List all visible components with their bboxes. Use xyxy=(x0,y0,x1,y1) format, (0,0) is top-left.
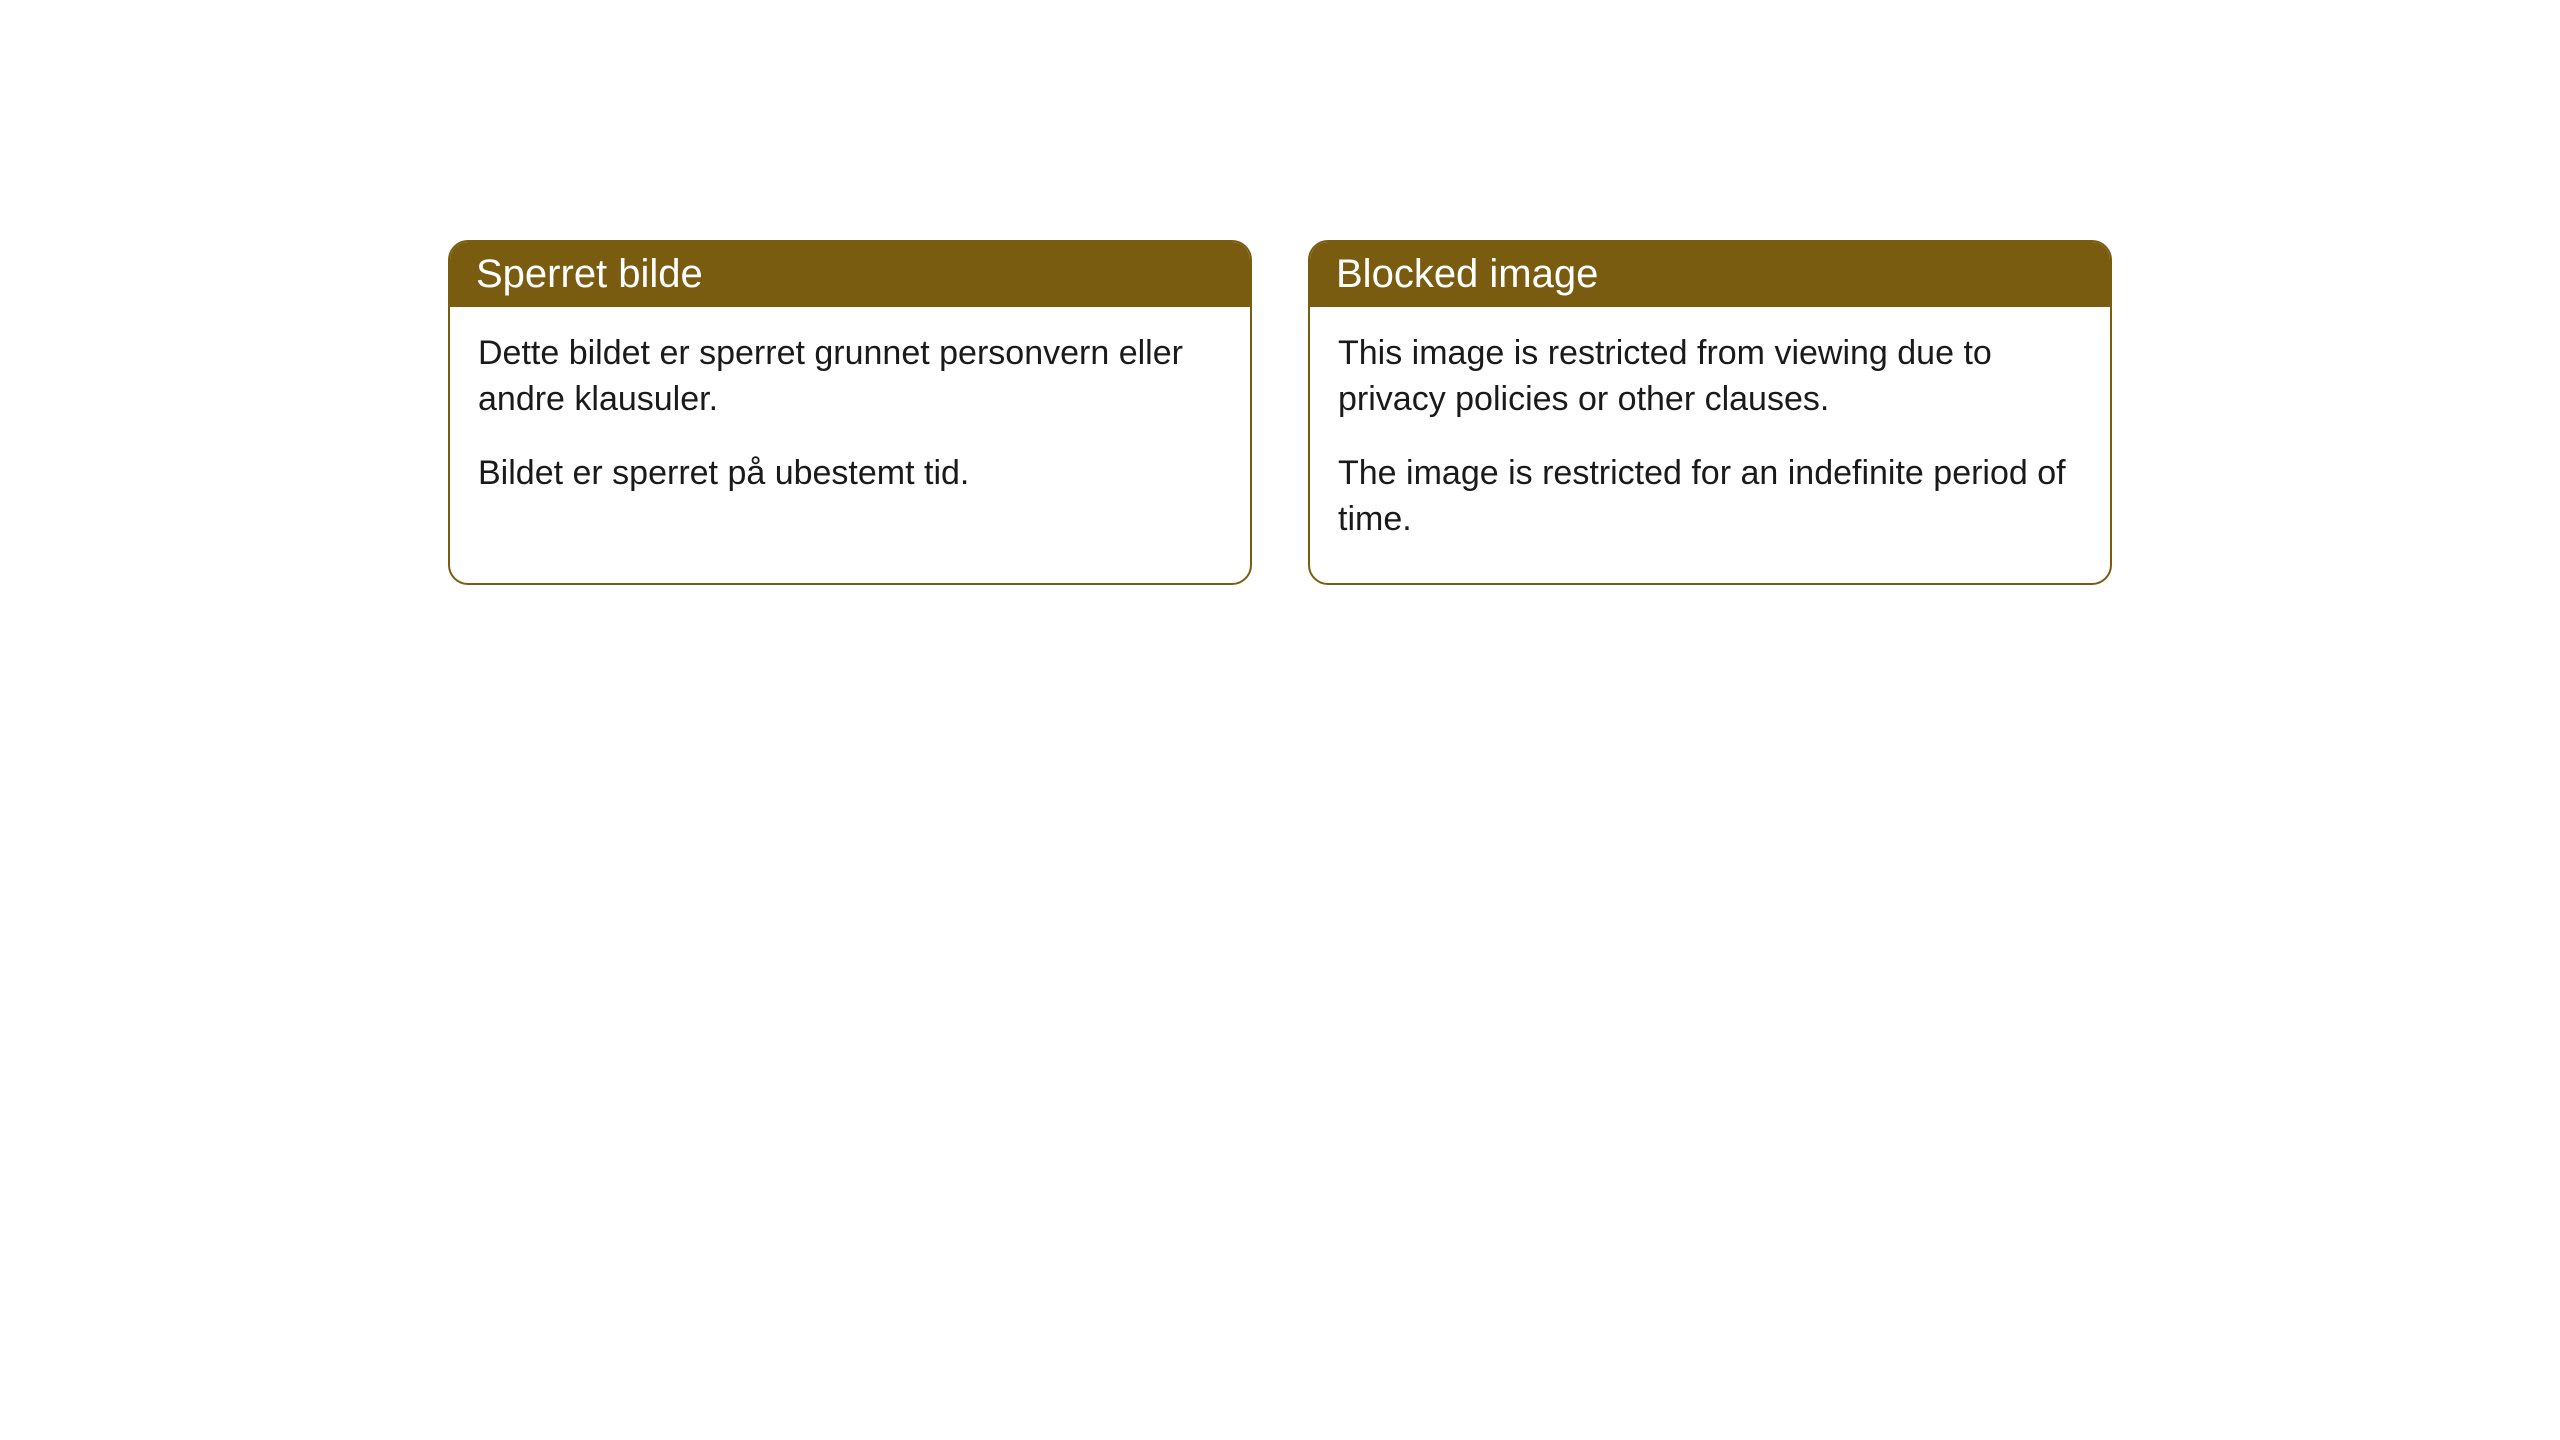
notice-card-norwegian: Sperret bilde Dette bildet er sperret gr… xyxy=(448,240,1252,585)
notice-container: Sperret bilde Dette bildet er sperret gr… xyxy=(0,0,2560,585)
card-paragraph: This image is restricted from viewing du… xyxy=(1338,331,2082,423)
card-paragraph: Bildet er sperret på ubestemt tid. xyxy=(478,451,1222,497)
card-body: Dette bildet er sperret grunnet personve… xyxy=(450,307,1250,537)
card-paragraph: The image is restricted for an indefinit… xyxy=(1338,451,2082,543)
card-header: Sperret bilde xyxy=(450,242,1250,307)
card-header: Blocked image xyxy=(1310,242,2110,307)
card-body: This image is restricted from viewing du… xyxy=(1310,307,2110,583)
card-paragraph: Dette bildet er sperret grunnet personve… xyxy=(478,331,1222,423)
card-title: Blocked image xyxy=(1336,252,1598,296)
card-title: Sperret bilde xyxy=(476,252,703,296)
notice-card-english: Blocked image This image is restricted f… xyxy=(1308,240,2112,585)
